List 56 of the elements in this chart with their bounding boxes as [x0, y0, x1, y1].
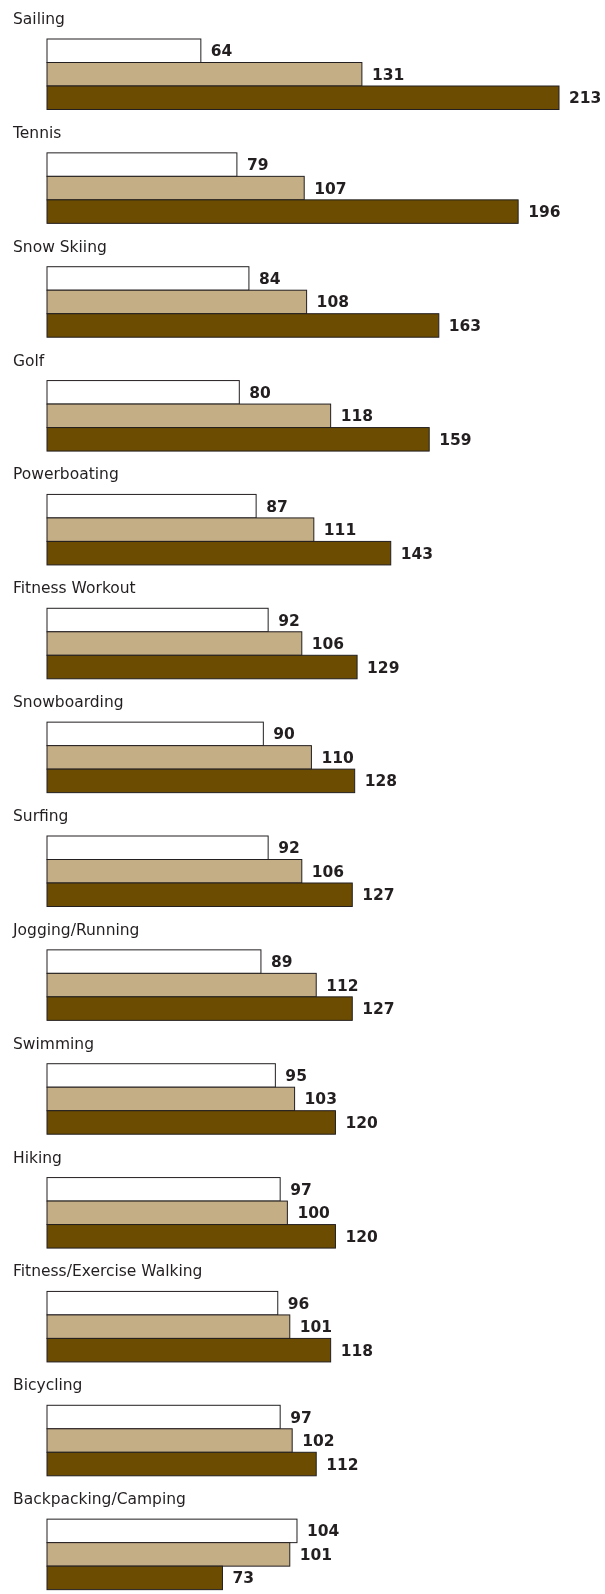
data-label: 143	[400, 544, 434, 563]
data-label: 213	[569, 89, 602, 108]
data-label: 80	[249, 383, 272, 402]
data-label: 95	[285, 1066, 307, 1085]
data-label: 104	[306, 1522, 340, 1541]
y-tick-label: Snowboarding	[13, 693, 124, 712]
data-label: 84	[258, 269, 281, 288]
data-label: 118	[340, 1341, 373, 1360]
y-tick-label: Snow Skiing	[13, 237, 107, 256]
y-tick-label: Tennis	[12, 123, 62, 142]
data-label: 90	[273, 725, 296, 744]
data-label: 107	[314, 179, 347, 198]
data-label: 92	[278, 839, 300, 858]
data-label: 196	[528, 203, 561, 222]
y-tick-label: Fitness Workout	[13, 579, 136, 598]
data-label: 92	[278, 611, 300, 630]
data-label: 128	[364, 772, 398, 791]
data-label: 101	[299, 1545, 333, 1564]
data-label: 120	[345, 1113, 379, 1132]
y-tick-label: Swimming	[13, 1034, 94, 1053]
data-label: 120	[345, 1227, 379, 1246]
y-tick-label: Backpacking/Camping	[13, 1490, 186, 1509]
data-label: 79	[246, 156, 269, 175]
data-label: 129	[367, 658, 400, 677]
data-label: 96	[287, 1294, 310, 1313]
data-label: 118	[340, 407, 373, 426]
y-tick-label: Hiking	[13, 1148, 62, 1167]
data-label: 101	[299, 1318, 333, 1337]
data-label: 64	[210, 42, 233, 61]
data-label: 73	[232, 1569, 255, 1588]
data-label: 127	[362, 886, 395, 905]
data-label: 97	[290, 1180, 312, 1199]
data-label: 112	[326, 976, 359, 995]
data-label: 111	[323, 521, 357, 540]
y-tick-label: Powerboating	[13, 465, 119, 484]
data-label: 127	[362, 1000, 395, 1019]
data-label: 97	[290, 1408, 312, 1427]
y-tick-label: Fitness/Exercise Walking	[13, 1262, 203, 1281]
data-label: 163	[448, 316, 482, 335]
data-label: 100	[297, 1204, 330, 1223]
data-label: 103	[304, 1090, 337, 1109]
data-label: 110	[321, 748, 354, 767]
y-tick-label: Golf	[13, 351, 45, 370]
y-tick-label: Bicycling	[13, 1376, 83, 1395]
y-tick-label: Sailing	[13, 10, 65, 28]
data-label: 106	[311, 862, 345, 881]
data-label: 102	[302, 1432, 335, 1451]
data-label: 87	[266, 497, 288, 516]
data-label: 106	[311, 635, 345, 654]
y-tick-label: Jogging/Running	[12, 920, 140, 939]
data-label: 131	[371, 65, 405, 84]
data-label: 89	[270, 953, 293, 972]
data-label: 112	[326, 1455, 359, 1474]
data-label: 159	[439, 430, 472, 449]
data-label: 108	[316, 293, 349, 312]
y-tick-label: Surfing	[13, 807, 69, 825]
